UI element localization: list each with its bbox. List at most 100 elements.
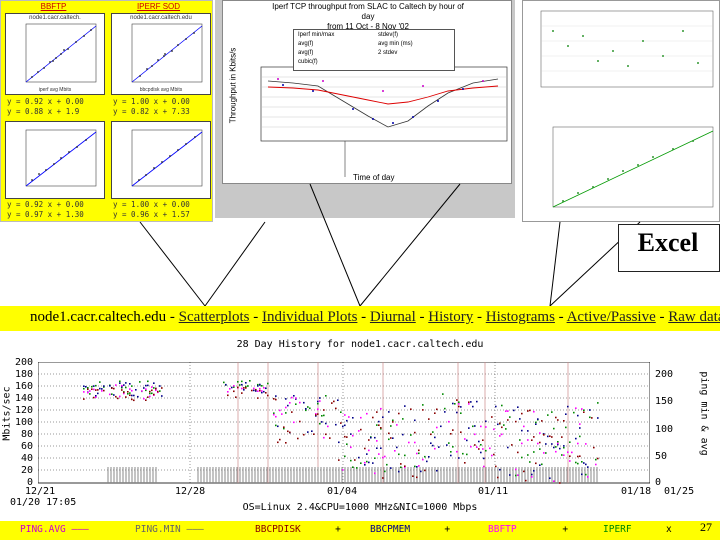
history-point [416, 476, 418, 479]
history-point [507, 410, 509, 412]
history-point [129, 392, 131, 394]
history-point [257, 390, 259, 392]
history-point [307, 431, 309, 433]
history-point [382, 456, 384, 459]
history-point [416, 466, 418, 468]
history-point [472, 405, 474, 408]
history-point [275, 415, 277, 418]
history-point [507, 419, 509, 421]
history-point [458, 401, 460, 403]
history-point [247, 385, 249, 387]
history-plot[interactable] [38, 362, 650, 484]
history-point [131, 394, 133, 397]
history-point [287, 404, 289, 407]
scatter-plot-3[interactable] [5, 121, 105, 199]
history-point [277, 425, 279, 428]
history-point [245, 382, 247, 384]
history-point [97, 392, 99, 395]
history-point [422, 404, 424, 406]
history-point [557, 442, 559, 445]
nav-link-histograms[interactable]: Histograms [485, 309, 555, 325]
history-point [141, 390, 143, 392]
nav-link-history[interactable]: History [428, 309, 474, 325]
history-point [563, 454, 565, 456]
history-point [378, 453, 380, 455]
history-point [93, 388, 95, 391]
history-point [549, 435, 551, 437]
x-tick: 12/28 [175, 486, 206, 497]
history-point [277, 441, 279, 444]
history-point [575, 437, 577, 440]
history-point [418, 452, 420, 455]
legend-symbol: x [665, 524, 672, 535]
history-point [235, 396, 237, 398]
history-point [348, 416, 350, 418]
history-point [145, 384, 147, 387]
tab-label-iperf[interactable]: IPERF SOD [136, 2, 181, 11]
history-point [541, 420, 543, 422]
history-point [321, 415, 323, 417]
history-point [583, 411, 585, 413]
history-point [137, 395, 139, 398]
history-point [97, 389, 99, 391]
history-point [285, 398, 287, 400]
history-point [257, 383, 259, 386]
history-point [501, 433, 503, 436]
history-point [113, 387, 115, 390]
history-point [147, 380, 149, 383]
history-point [515, 474, 517, 477]
history-point [420, 470, 422, 473]
history-point [567, 405, 569, 408]
diurnal-chart[interactable]: Iperf TCP throughput from SLAC to Caltec… [222, 0, 512, 184]
tab-label-bbftp[interactable]: BBFTP [40, 2, 67, 11]
history-point [503, 424, 505, 426]
history-point [390, 437, 392, 439]
scatter-plot-2[interactable]: node1.cacr.caltech.edu bbcpdisk avg Mbit… [111, 13, 211, 95]
equation: y = 0.96 x + 1.57 [113, 210, 190, 219]
os-info: OS=Linux 2.4&CPU=1000 MHz&NIC=1000 Mbps [242, 502, 478, 513]
history-point [545, 443, 547, 445]
nav-link-diurnal[interactable]: Diurnal [369, 309, 416, 325]
scatter-plot-1[interactable]: node1.cacr.caltech. iperf avg Mbits [5, 13, 105, 95]
nav-link-active-passive[interactable]: Active/Passive [566, 309, 656, 325]
history-point [476, 400, 478, 403]
excel-chart-panel[interactable] [522, 0, 720, 222]
history-point [95, 384, 97, 387]
diurnal-xlabel: Time of day [353, 173, 395, 182]
history-point [521, 456, 523, 459]
history-point [311, 430, 313, 432]
history-point [159, 385, 161, 387]
history-point [529, 409, 531, 412]
history-point [327, 425, 329, 428]
history-point [505, 410, 507, 412]
history-point [265, 392, 267, 394]
history-point [368, 449, 370, 452]
history-point [521, 412, 523, 415]
history-point [398, 470, 400, 473]
nav-link-scatterplots[interactable]: Scatterplots [178, 309, 250, 325]
history-point [153, 382, 155, 384]
history-point [533, 451, 535, 453]
history-point [563, 445, 565, 447]
history-point [583, 409, 585, 411]
history-point [111, 387, 113, 389]
history-point [145, 399, 147, 401]
legend-bbcpmem: BBCPMEM + [370, 524, 450, 535]
history-point [448, 442, 450, 444]
history-point [523, 470, 525, 473]
history-point [85, 386, 87, 388]
nav-link-individual-plots[interactable]: Individual Plots [262, 309, 358, 325]
nav-link-raw-data[interactable]: Raw data [668, 309, 720, 325]
history-point [521, 429, 523, 432]
history-point [285, 412, 287, 414]
legend-label: BBFTP [488, 524, 517, 535]
history-point [378, 424, 380, 426]
history-point [380, 407, 382, 410]
history-point [384, 470, 386, 473]
legend-label: BBCPMEM [370, 524, 411, 535]
history-point [319, 397, 321, 399]
scatter-plot-4[interactable] [111, 121, 211, 199]
history-point [537, 442, 539, 445]
history-point [517, 406, 519, 408]
history-point [115, 384, 117, 386]
